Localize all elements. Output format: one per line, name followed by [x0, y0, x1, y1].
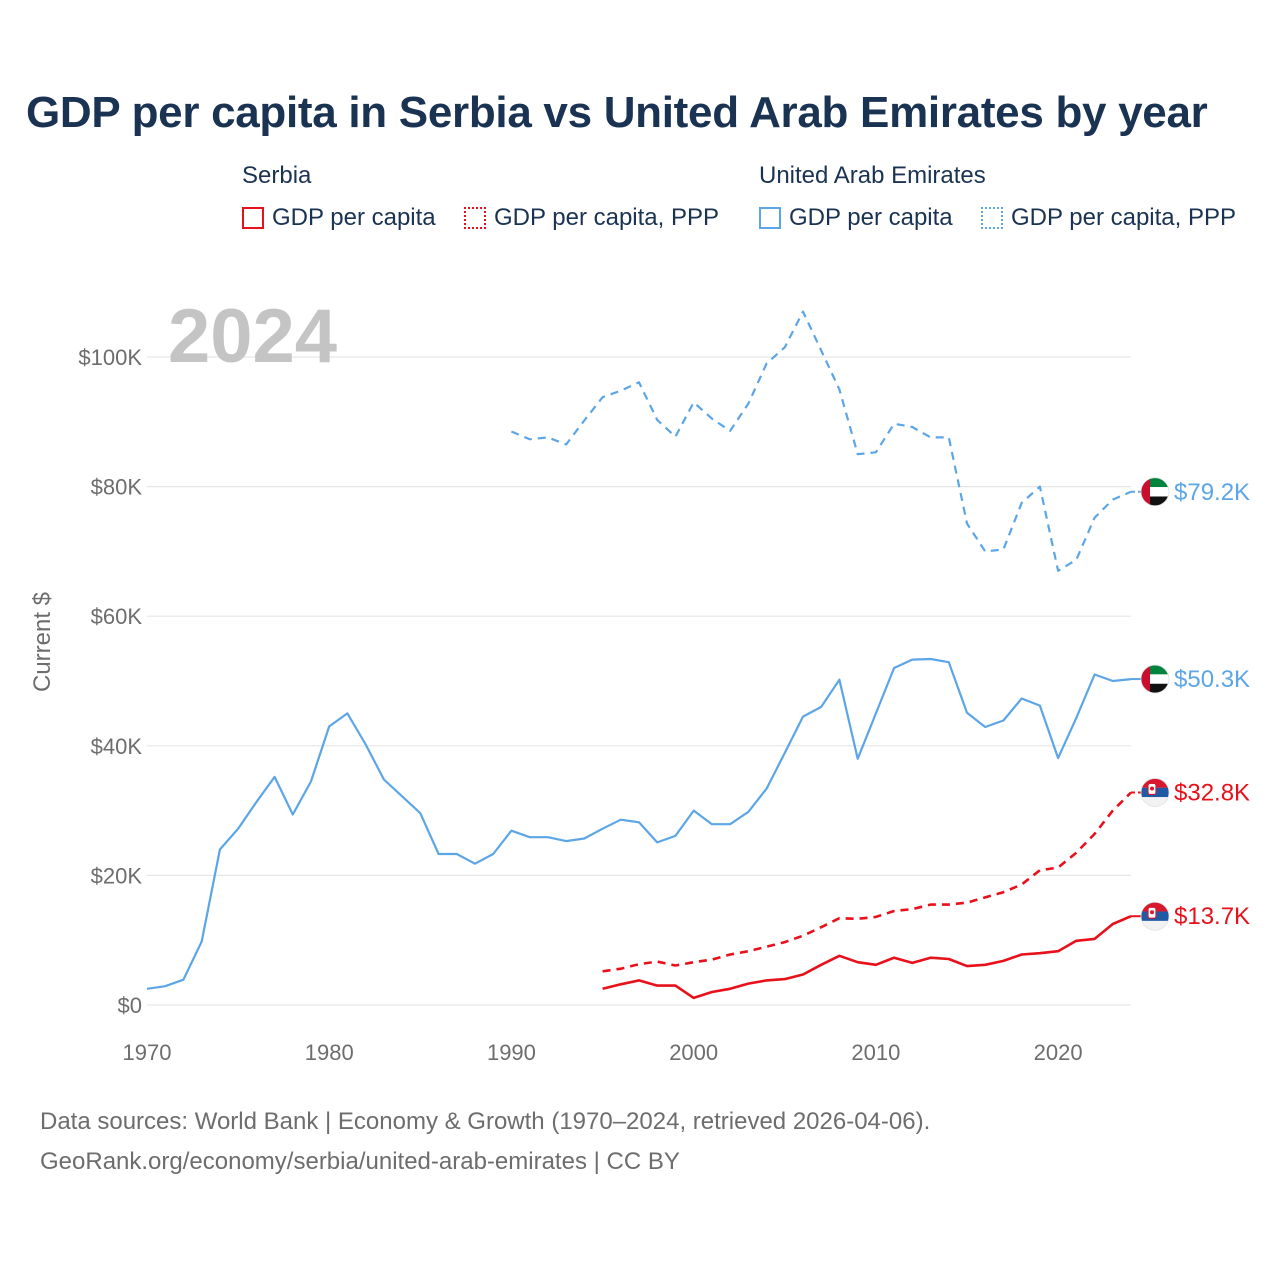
series-line-2[interactable] — [602, 791, 1132, 973]
legend-group-serbia: Serbia — [242, 162, 312, 189]
y-axis-label: Current $ — [29, 592, 56, 692]
series-end-labels: $79.2K $50.3K $32.8K $13.7K — [1131, 477, 1250, 931]
x-tick-label: 1970 — [123, 1040, 172, 1065]
end-value-label: $32.8K — [1174, 779, 1250, 806]
y-tick-label: $40K — [91, 734, 143, 759]
legend-label: GDP per capita, PPP — [494, 204, 719, 231]
x-tick-label: 1980 — [305, 1040, 354, 1065]
uae-flag-icon — [1140, 477, 1170, 507]
x-tick-label: 1990 — [487, 1040, 536, 1065]
y-tick-label: $60K — [91, 604, 143, 629]
y-tick-label: $100K — [78, 345, 142, 370]
year-watermark: 2024 — [168, 294, 337, 379]
legend-swatch-dotted-red — [464, 207, 486, 229]
chart-title: GDP per capita in Serbia vs United Arab … — [26, 88, 1208, 137]
y-tick-label: $80K — [91, 475, 143, 500]
legend-swatch-dotted-blue — [981, 207, 1003, 229]
x-tick-label: 2010 — [851, 1040, 900, 1065]
footer-sources: Data sources: World Bank | Economy & Gro… — [40, 1108, 931, 1135]
gridlines — [147, 356, 1131, 1006]
serbia-flag-icon — [1140, 901, 1170, 931]
series-line-1[interactable] — [146, 657, 1132, 990]
legend-label: GDP per capita, PPP — [1011, 204, 1236, 231]
legend-item-serbia-gdp-ppp[interactable]: GDP per capita, PPP — [464, 204, 719, 232]
x-tick-label: 2020 — [1034, 1040, 1083, 1065]
uae-flag-icon — [1140, 664, 1170, 694]
end-value-label: $79.2K — [1174, 479, 1250, 506]
legend-item-uae-gdp[interactable]: GDP per capita — [759, 204, 953, 232]
y-axis-ticks: $0 $20K $40K $60K $80K $100K — [78, 345, 142, 1018]
series-lines — [146, 310, 1132, 1000]
legend-label: GDP per capita — [789, 204, 953, 231]
y-tick-label: $0 — [118, 993, 142, 1018]
series-line-3[interactable] — [602, 915, 1132, 1000]
y-tick-label: $20K — [91, 863, 143, 888]
legend-item-uae-gdp-ppp[interactable]: GDP per capita, PPP — [981, 204, 1236, 232]
x-tick-label: 2000 — [669, 1040, 718, 1065]
footer-link[interactable]: GeoRank.org/economy/serbia/united-arab-e… — [40, 1148, 680, 1175]
series-line-0[interactable] — [510, 310, 1132, 572]
legend-swatch-solid-blue — [759, 207, 781, 229]
legend-item-serbia-gdp[interactable]: GDP per capita — [242, 204, 436, 232]
serbia-flag-icon — [1140, 778, 1170, 807]
x-axis-ticks: 1970 1980 1990 2000 2010 2020 — [123, 1040, 1083, 1065]
end-value-label: $50.3K — [1174, 666, 1250, 693]
legend-group-uae: United Arab Emirates — [759, 162, 986, 189]
legend-swatch-solid-red — [242, 207, 264, 229]
legend-label: GDP per capita — [272, 204, 436, 231]
end-value-label: $13.7K — [1174, 903, 1250, 930]
